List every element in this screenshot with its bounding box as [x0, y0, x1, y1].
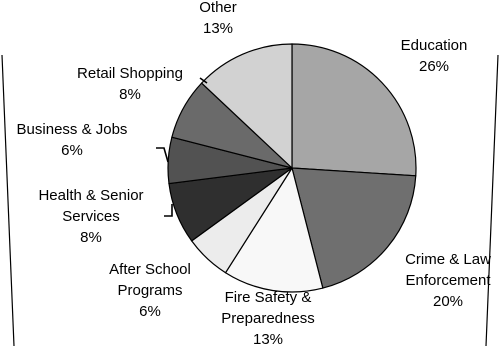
right-frame-line [485, 54, 499, 347]
pie-slice-fire-safety-and-preparedness [224, 166, 324, 293]
slice-label-health-and-senior-services: Health & Senior Services 8% [38, 187, 143, 246]
slice-label-line: 6% [61, 142, 83, 159]
left-frame-line [1, 54, 15, 347]
slice-labels: Education 26% Crime & Law Enforcement 20% Fir… [17, 0, 492, 348]
slice-label-line: Crime & Law [405, 251, 491, 268]
slice-label-line: 26% [419, 58, 449, 75]
slice-label-crime-and-law-enforcement: Crime & Law Enforcement 20% [405, 251, 491, 310]
slice-label-line: After School [109, 261, 191, 278]
slice-label-education: Education 26% [401, 37, 468, 75]
slice-label-line: 13% [203, 20, 233, 37]
slice-label-fire-safety-and-preparedness: Fire Safety & Preparedness 13% [221, 289, 314, 348]
leader-line-retail-shopping [199, 77, 208, 84]
pie-slice-education [291, 43, 417, 177]
pie-slice-other [200, 43, 293, 170]
slice-label-line: 8% [80, 229, 102, 246]
leader-line-business-and-jobs [156, 147, 169, 163]
slice-label-line: Fire Safety & [225, 289, 312, 306]
slice-label-line: Programs [117, 282, 182, 299]
slice-label-line: 8% [119, 86, 141, 103]
leader-lines [156, 77, 208, 217]
slice-label-line: Preparedness [221, 310, 314, 327]
slice-label-other: Other 13% [199, 0, 237, 37]
leader-line-health-and-senior-services [164, 204, 173, 217]
slice-label-line: Enforcement [405, 272, 491, 289]
pie-slices [167, 43, 417, 293]
slice-label-business-and-jobs: Business & Jobs 6% [17, 121, 128, 159]
slice-label-line: Education [401, 37, 468, 54]
pie-slice-crime-and-law-enforcement [291, 167, 417, 289]
slice-label-line: Services [62, 208, 120, 225]
slice-label-line: Retail Shopping [77, 65, 183, 82]
slice-label-after-school-programs: After School Programs 6% [109, 261, 191, 320]
slice-label-retail-shopping: Retail Shopping 8% [77, 65, 183, 103]
slice-label-line: Business & Jobs [17, 121, 128, 138]
slice-label-line: Health & Senior [38, 187, 143, 204]
slice-label-line: Other [199, 0, 237, 16]
slice-label-line: 6% [139, 303, 161, 320]
slice-label-line: 20% [433, 293, 463, 310]
slice-label-line: 13% [253, 331, 283, 348]
